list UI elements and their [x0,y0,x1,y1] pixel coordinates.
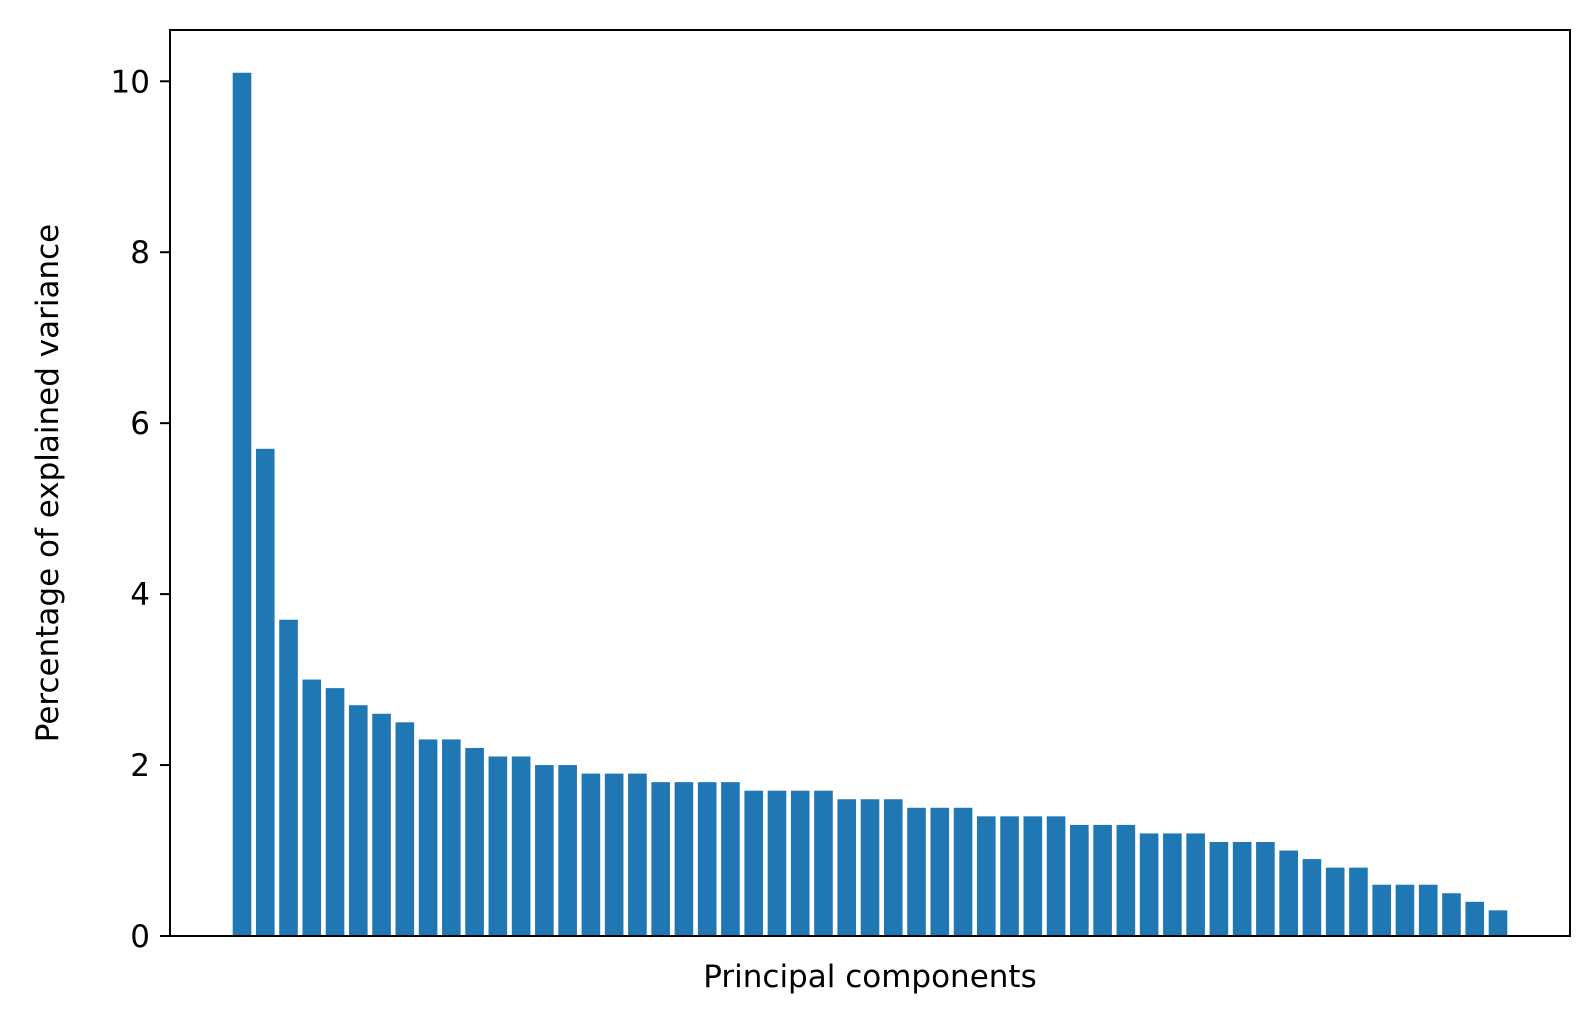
bar-pc-18 [628,773,647,936]
bar-pc-22 [721,782,740,936]
bar-pc-17 [604,773,624,936]
bar-pc-20 [674,782,694,936]
bar-pc-50 [1372,884,1392,936]
bar-pc-34 [1000,816,1019,936]
y-tick-label: 4 [130,577,150,613]
bar-series [232,72,1508,937]
bar-pc-19 [651,782,670,936]
bar-pc-27 [837,799,857,936]
x-axis-label: Principal components [703,959,1036,995]
bar-pc-33 [976,816,996,936]
bar-pc-44 [1232,841,1252,936]
bar-pc-45 [1256,841,1275,936]
bar-pc-12 [488,756,508,936]
plot-frame [169,29,1571,937]
bar-pc-24 [767,790,787,936]
bar-pc-9 [418,739,438,936]
bar-pc-54 [1465,901,1485,936]
bar-pc-47 [1302,859,1322,936]
bar-pc-36 [1046,816,1066,936]
bar-pc-29 [883,799,903,936]
bar-pc-10 [442,739,461,936]
y-axis: 0 2 4 6 8 10 [111,64,170,955]
bar-pc-42 [1186,833,1205,936]
y-tick-label: 8 [130,235,150,271]
bar-pc-25 [790,790,810,936]
bar-pc-7 [372,713,391,936]
bar-pc-15 [558,765,577,936]
bar-pc-5 [325,688,345,936]
bar-pc-16 [581,773,601,936]
bar-pc-38 [1093,824,1112,936]
bar-pc-43 [1209,841,1229,936]
bar-pc-31 [930,807,950,936]
bar-pc-49 [1349,867,1368,936]
bar-pc-4 [302,679,322,936]
bar-pc-21 [697,782,717,936]
bar-pc-3 [279,619,298,936]
bar-pc-52 [1418,884,1438,936]
bar-pc-37 [1070,824,1089,936]
bar-pc-41 [1163,833,1182,936]
bar-pc-13 [511,756,531,936]
bar-pc-51 [1395,884,1415,936]
bar-pc-30 [907,807,926,936]
bar-pc-11 [465,747,484,936]
bar-pc-40 [1139,833,1159,936]
bar-pc-6 [348,705,368,936]
bar-pc-1 [232,72,252,937]
y-tick-label: 0 [130,919,150,955]
y-axis-label: Percentage of explained variance [30,224,66,742]
y-tick-label: 10 [111,64,150,100]
bar-pc-2 [255,448,275,936]
bar-pc-35 [1023,816,1043,936]
bar-pc-39 [1116,824,1136,936]
bar-pc-53 [1442,893,1461,936]
bar-pc-55 [1488,910,1508,936]
bar-pc-46 [1279,850,1298,936]
bar-pc-14 [535,765,554,936]
bar-pc-48 [1325,867,1345,936]
bar-pc-8 [395,722,415,936]
bar-pc-26 [814,790,833,936]
bar-pc-23 [744,790,764,936]
bar-pc-28 [860,799,880,936]
y-tick-label: 6 [130,406,150,442]
bar-pc-32 [953,807,973,936]
y-tick-label: 2 [130,748,150,784]
